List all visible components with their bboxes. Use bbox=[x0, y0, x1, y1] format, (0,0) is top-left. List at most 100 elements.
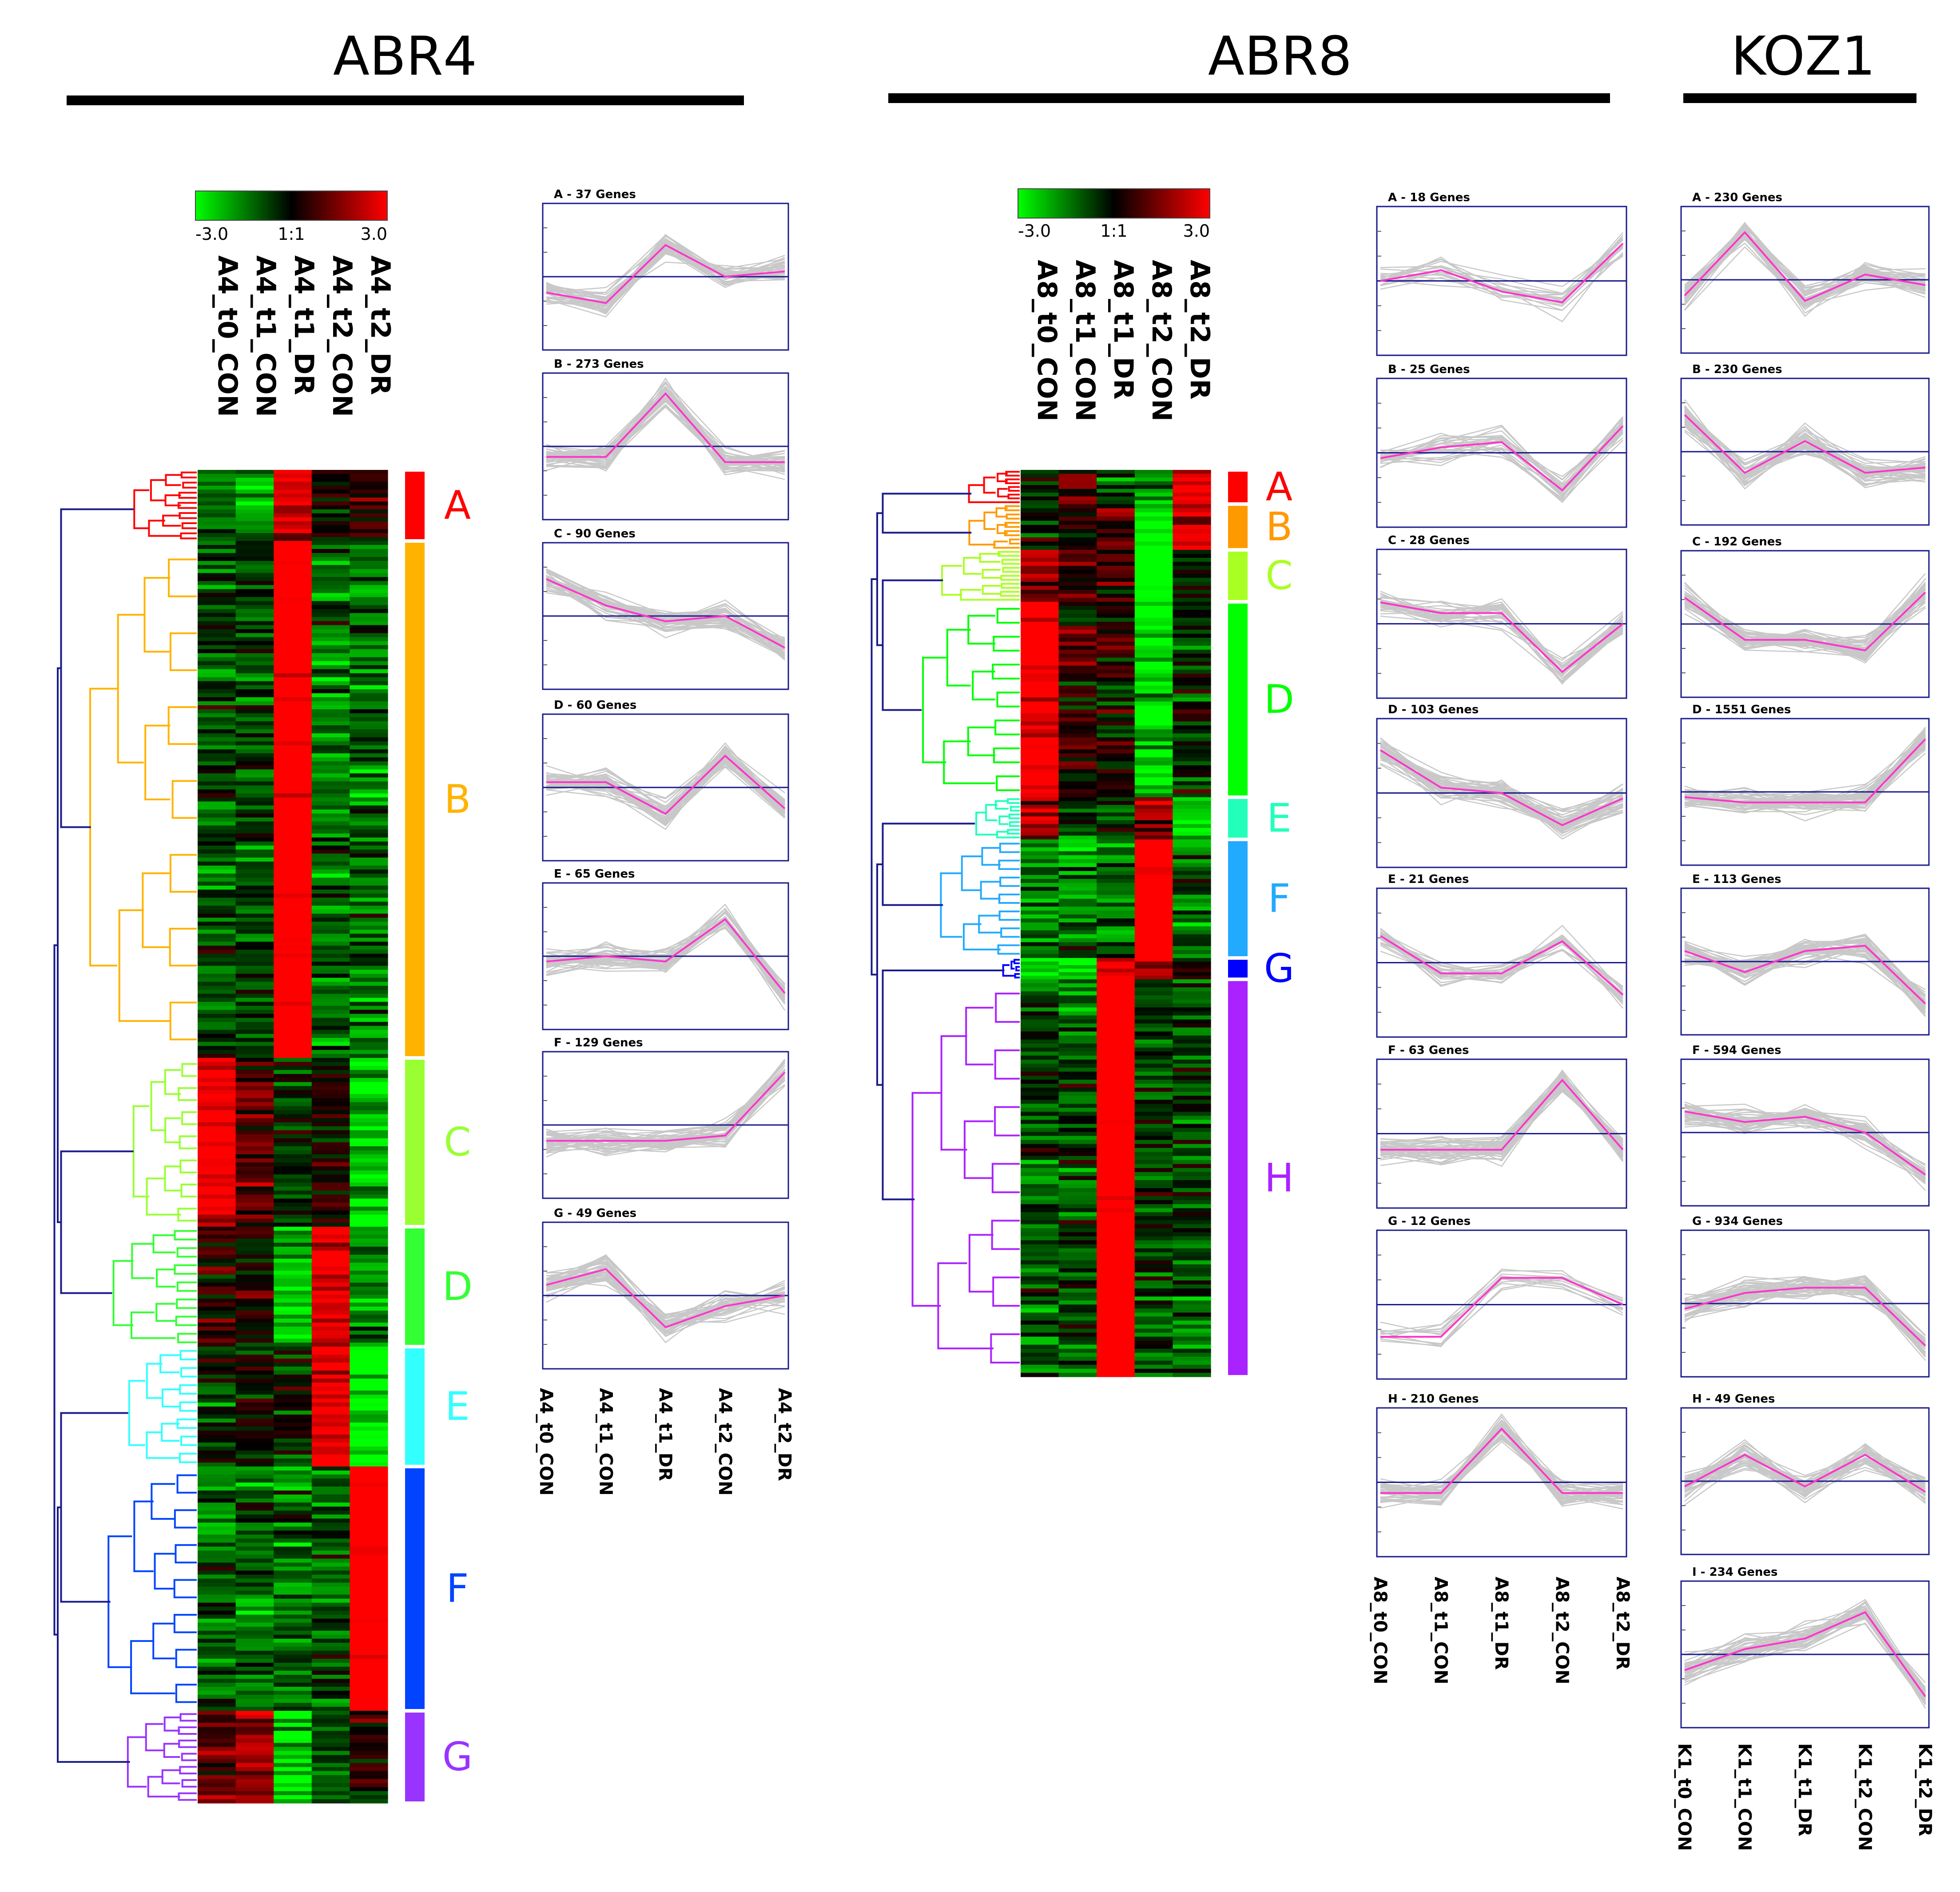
heatmap-cell bbox=[198, 521, 236, 526]
heatmap-cell bbox=[350, 681, 388, 686]
heatmap-cell bbox=[235, 1295, 274, 1299]
heatmap-cell bbox=[1173, 1096, 1211, 1100]
heatmap-cell bbox=[311, 653, 350, 658]
heatmap-cell bbox=[350, 1530, 388, 1535]
heatmap-cell bbox=[1097, 1071, 1135, 1076]
heatmap-cell bbox=[1021, 705, 1059, 710]
heatmap-cell bbox=[1058, 1116, 1097, 1120]
heatmap-cell bbox=[350, 641, 388, 646]
heatmap-cell bbox=[1021, 1188, 1059, 1192]
heatmap-cell bbox=[350, 1630, 388, 1635]
heatmap-cell bbox=[1097, 972, 1135, 976]
heatmap-cell bbox=[198, 481, 236, 486]
heatmap-cell bbox=[1134, 1076, 1173, 1080]
dendrogram-branch bbox=[1008, 813, 1020, 819]
heatmap-cell bbox=[274, 1711, 312, 1715]
heatmap-cell bbox=[274, 914, 312, 918]
heatmap-cell bbox=[1021, 693, 1059, 698]
heatmap-cell bbox=[311, 890, 350, 894]
dendrogram-branch bbox=[146, 1431, 163, 1459]
heatmap-cell bbox=[1173, 1059, 1211, 1064]
heatmap-cell bbox=[1173, 1344, 1211, 1349]
heatmap-cell bbox=[235, 1522, 274, 1527]
heatmap-cell bbox=[311, 585, 350, 589]
heatmap-cell bbox=[350, 1427, 388, 1431]
heatmap-cell bbox=[1173, 808, 1211, 813]
heatmap-cell bbox=[311, 1010, 350, 1014]
heatmap-cell bbox=[274, 757, 312, 762]
heatmap-cell bbox=[1021, 773, 1059, 778]
heatmap-cell bbox=[1097, 512, 1135, 517]
heatmap-cell bbox=[350, 1666, 388, 1671]
heatmap-cell bbox=[1097, 649, 1135, 654]
heatmap-cell bbox=[274, 821, 312, 826]
heatmap-cell bbox=[1097, 1264, 1135, 1269]
heatmap-cell bbox=[1173, 1256, 1211, 1261]
heatmap-cell bbox=[198, 1767, 236, 1772]
heatmap-cell bbox=[1134, 725, 1173, 730]
heatmap-cell bbox=[1021, 1176, 1059, 1181]
heatmap-cell bbox=[235, 785, 274, 790]
heatmap-cell bbox=[1097, 525, 1135, 529]
heatmap-cell bbox=[1097, 537, 1135, 542]
heatmap-cell bbox=[311, 1694, 350, 1699]
heatmap-cell bbox=[1021, 942, 1059, 946]
heatmap-cell bbox=[1173, 1015, 1211, 1020]
heatmap-cell bbox=[1021, 979, 1059, 984]
abr4-column-labels: A4_t0_CON A4_t1_CON A4_t1_DR A4_t2_CON A… bbox=[212, 255, 396, 417]
heatmap-cell bbox=[235, 549, 274, 553]
heatmap-cell bbox=[235, 705, 274, 710]
profile-plot-title: H - 49 Genes bbox=[1692, 1392, 1775, 1406]
heatmap-cell bbox=[1058, 570, 1097, 574]
heatmap-cell bbox=[1134, 701, 1173, 706]
dendrogram-branch bbox=[968, 520, 984, 546]
heatmap-cell bbox=[311, 1054, 350, 1058]
gene-line bbox=[1684, 1449, 1926, 1506]
profile-mean-line bbox=[1380, 1427, 1623, 1494]
heatmap-cell bbox=[1134, 1132, 1173, 1137]
heatmap-cell bbox=[350, 853, 388, 858]
heatmap-cell bbox=[350, 1546, 388, 1551]
heatmap-cell bbox=[198, 1158, 236, 1163]
heatmap-cell bbox=[1058, 1176, 1097, 1181]
gene-line bbox=[1684, 227, 1926, 305]
heatmap-cell bbox=[198, 809, 236, 814]
heatmap-cell bbox=[1134, 1360, 1173, 1365]
heatmap-cell bbox=[235, 1642, 274, 1647]
heatmap-cell bbox=[311, 1190, 350, 1195]
heatmap-cell bbox=[1097, 1364, 1135, 1369]
heatmap-cell bbox=[274, 641, 312, 646]
heatmap-cell bbox=[235, 1371, 274, 1375]
heatmap-cell bbox=[1173, 629, 1211, 634]
heatmap-cell bbox=[1134, 1304, 1173, 1309]
heatmap-cell bbox=[1058, 586, 1097, 590]
heatmap-cell bbox=[1134, 489, 1173, 493]
heatmap-cell bbox=[198, 1642, 236, 1647]
heatmap-cell bbox=[1134, 1373, 1173, 1377]
heatmap-cell bbox=[350, 898, 388, 902]
heatmap-cell bbox=[1173, 649, 1211, 654]
heatmap-cell bbox=[1134, 999, 1173, 1004]
heatmap-cell bbox=[1058, 582, 1097, 586]
heatmap-cell bbox=[198, 1435, 236, 1439]
heatmap-cell bbox=[311, 801, 350, 806]
heatmap-cell bbox=[198, 898, 236, 902]
heatmap-cell bbox=[311, 1727, 350, 1731]
cluster-bar bbox=[405, 543, 425, 1056]
heatmap-cell bbox=[1134, 922, 1173, 927]
heatmap-cell bbox=[311, 793, 350, 798]
heatmap-cell bbox=[1173, 741, 1211, 746]
heatmap-cell bbox=[274, 1323, 312, 1327]
heatmap-cell bbox=[350, 1343, 388, 1347]
heatmap-cell bbox=[311, 813, 350, 818]
heatmap-cell bbox=[1021, 470, 1059, 474]
dendrogram-branch bbox=[1001, 583, 1020, 589]
heatmap-cell bbox=[311, 1251, 350, 1255]
heatmap-cell bbox=[311, 693, 350, 698]
heatmap-cell bbox=[198, 1383, 236, 1387]
heatmap-cell bbox=[311, 994, 350, 998]
heatmap-cell bbox=[1134, 991, 1173, 996]
gene-line bbox=[1380, 417, 1623, 490]
heatmap-cell bbox=[235, 809, 274, 814]
heatmap-cell bbox=[235, 1498, 274, 1503]
